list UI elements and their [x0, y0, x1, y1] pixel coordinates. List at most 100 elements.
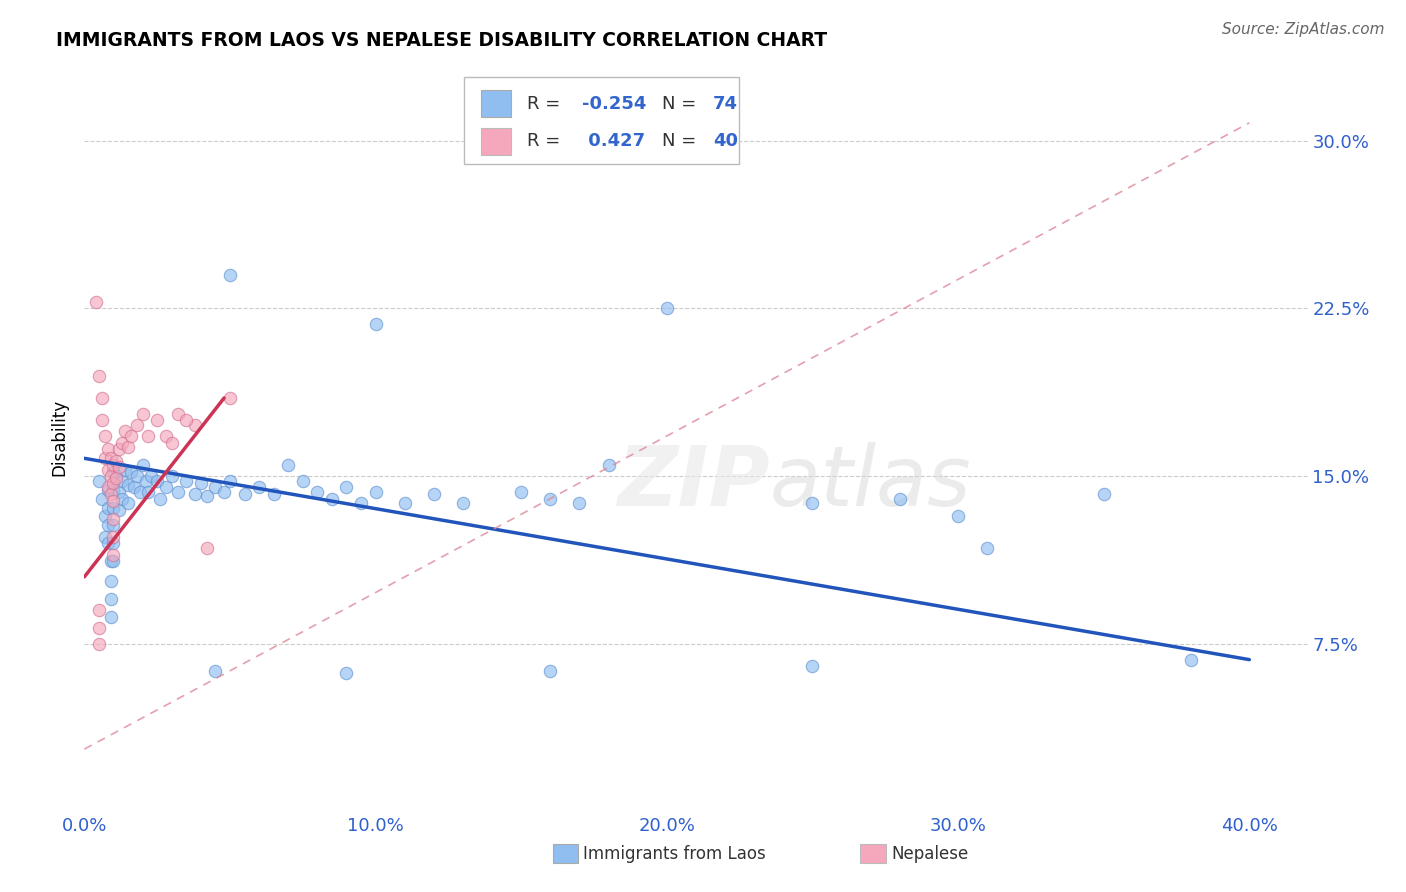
Point [247, 480, 270, 494]
Point [111, 474, 134, 488]
Point [103, 493, 125, 508]
Point [451, 496, 474, 510]
Point [97, 442, 120, 457]
Point [138, 484, 160, 499]
Point [103, 530, 125, 544]
Point [103, 548, 125, 562]
Point [364, 317, 387, 331]
Point [105, 471, 128, 485]
Point [149, 491, 172, 506]
Point [100, 574, 122, 589]
Point [889, 491, 911, 506]
Point [97, 462, 120, 476]
Point [108, 502, 131, 516]
Point [655, 301, 678, 316]
Point [219, 474, 242, 488]
Point [1092, 487, 1115, 501]
Point [195, 489, 218, 503]
Point [100, 592, 122, 607]
Text: 0.427: 0.427 [582, 132, 645, 150]
Point [90, 391, 112, 405]
Point [946, 509, 969, 524]
Point [103, 500, 125, 515]
Point [103, 512, 125, 526]
Point [103, 475, 125, 490]
Text: Nepalese: Nepalese [891, 845, 969, 863]
Point [1180, 652, 1202, 666]
Point [174, 474, 197, 488]
Point [111, 491, 134, 506]
Point [103, 554, 125, 568]
Point [335, 480, 357, 494]
Point [103, 483, 125, 497]
Point [350, 496, 373, 510]
Point [125, 417, 148, 432]
Point [103, 465, 125, 479]
Point [138, 429, 160, 443]
Point [97, 480, 120, 494]
Point [219, 391, 242, 405]
Point [100, 487, 122, 501]
Point [105, 469, 128, 483]
Point [122, 480, 145, 494]
Point [510, 484, 533, 499]
Point [90, 491, 112, 506]
Point [93, 429, 115, 443]
Text: ZIP: ZIP [617, 442, 769, 523]
Point [87, 368, 110, 383]
Point [184, 487, 207, 501]
Point [100, 610, 122, 624]
Point [120, 429, 142, 443]
Point [212, 484, 235, 499]
Point [166, 484, 188, 499]
Point [93, 451, 115, 466]
Text: Immigrants from Laos: Immigrants from Laos [583, 845, 766, 863]
Point [117, 440, 139, 454]
Point [307, 484, 329, 499]
Text: N =: N = [662, 95, 702, 112]
Text: IMMIGRANTS FROM LAOS VS NEPALESE DISABILITY CORRELATION CHART: IMMIGRANTS FROM LAOS VS NEPALESE DISABIL… [56, 31, 827, 50]
Point [160, 469, 183, 483]
Point [87, 637, 110, 651]
Point [263, 487, 285, 501]
Point [155, 480, 177, 494]
Point [321, 491, 343, 506]
Point [146, 474, 169, 488]
Point [108, 484, 131, 499]
Point [87, 603, 110, 617]
Point [160, 435, 183, 450]
Point [97, 536, 120, 550]
Point [111, 435, 134, 450]
Point [423, 487, 446, 501]
Point [103, 458, 125, 472]
Point [120, 465, 142, 479]
Text: atlas: atlas [769, 442, 972, 523]
Point [976, 541, 998, 555]
Point [204, 664, 226, 678]
Point [131, 407, 153, 421]
Point [394, 496, 416, 510]
Point [103, 536, 125, 550]
Text: N =: N = [662, 132, 702, 150]
Point [103, 518, 125, 533]
Point [166, 407, 188, 421]
Y-axis label: Disability: Disability [51, 399, 69, 475]
Point [117, 496, 139, 510]
Point [108, 442, 131, 457]
Point [538, 491, 561, 506]
Point [100, 451, 122, 466]
Point [84, 294, 107, 309]
Point [141, 469, 163, 483]
Point [538, 664, 561, 678]
Point [174, 413, 197, 427]
Point [195, 541, 218, 555]
Text: R =: R = [527, 95, 567, 112]
Point [108, 460, 131, 475]
Point [97, 483, 120, 497]
Point [97, 500, 120, 515]
Point [184, 417, 207, 432]
Bar [481, 128, 512, 154]
Bar [481, 90, 512, 117]
Point [87, 621, 110, 635]
FancyBboxPatch shape [464, 78, 738, 163]
